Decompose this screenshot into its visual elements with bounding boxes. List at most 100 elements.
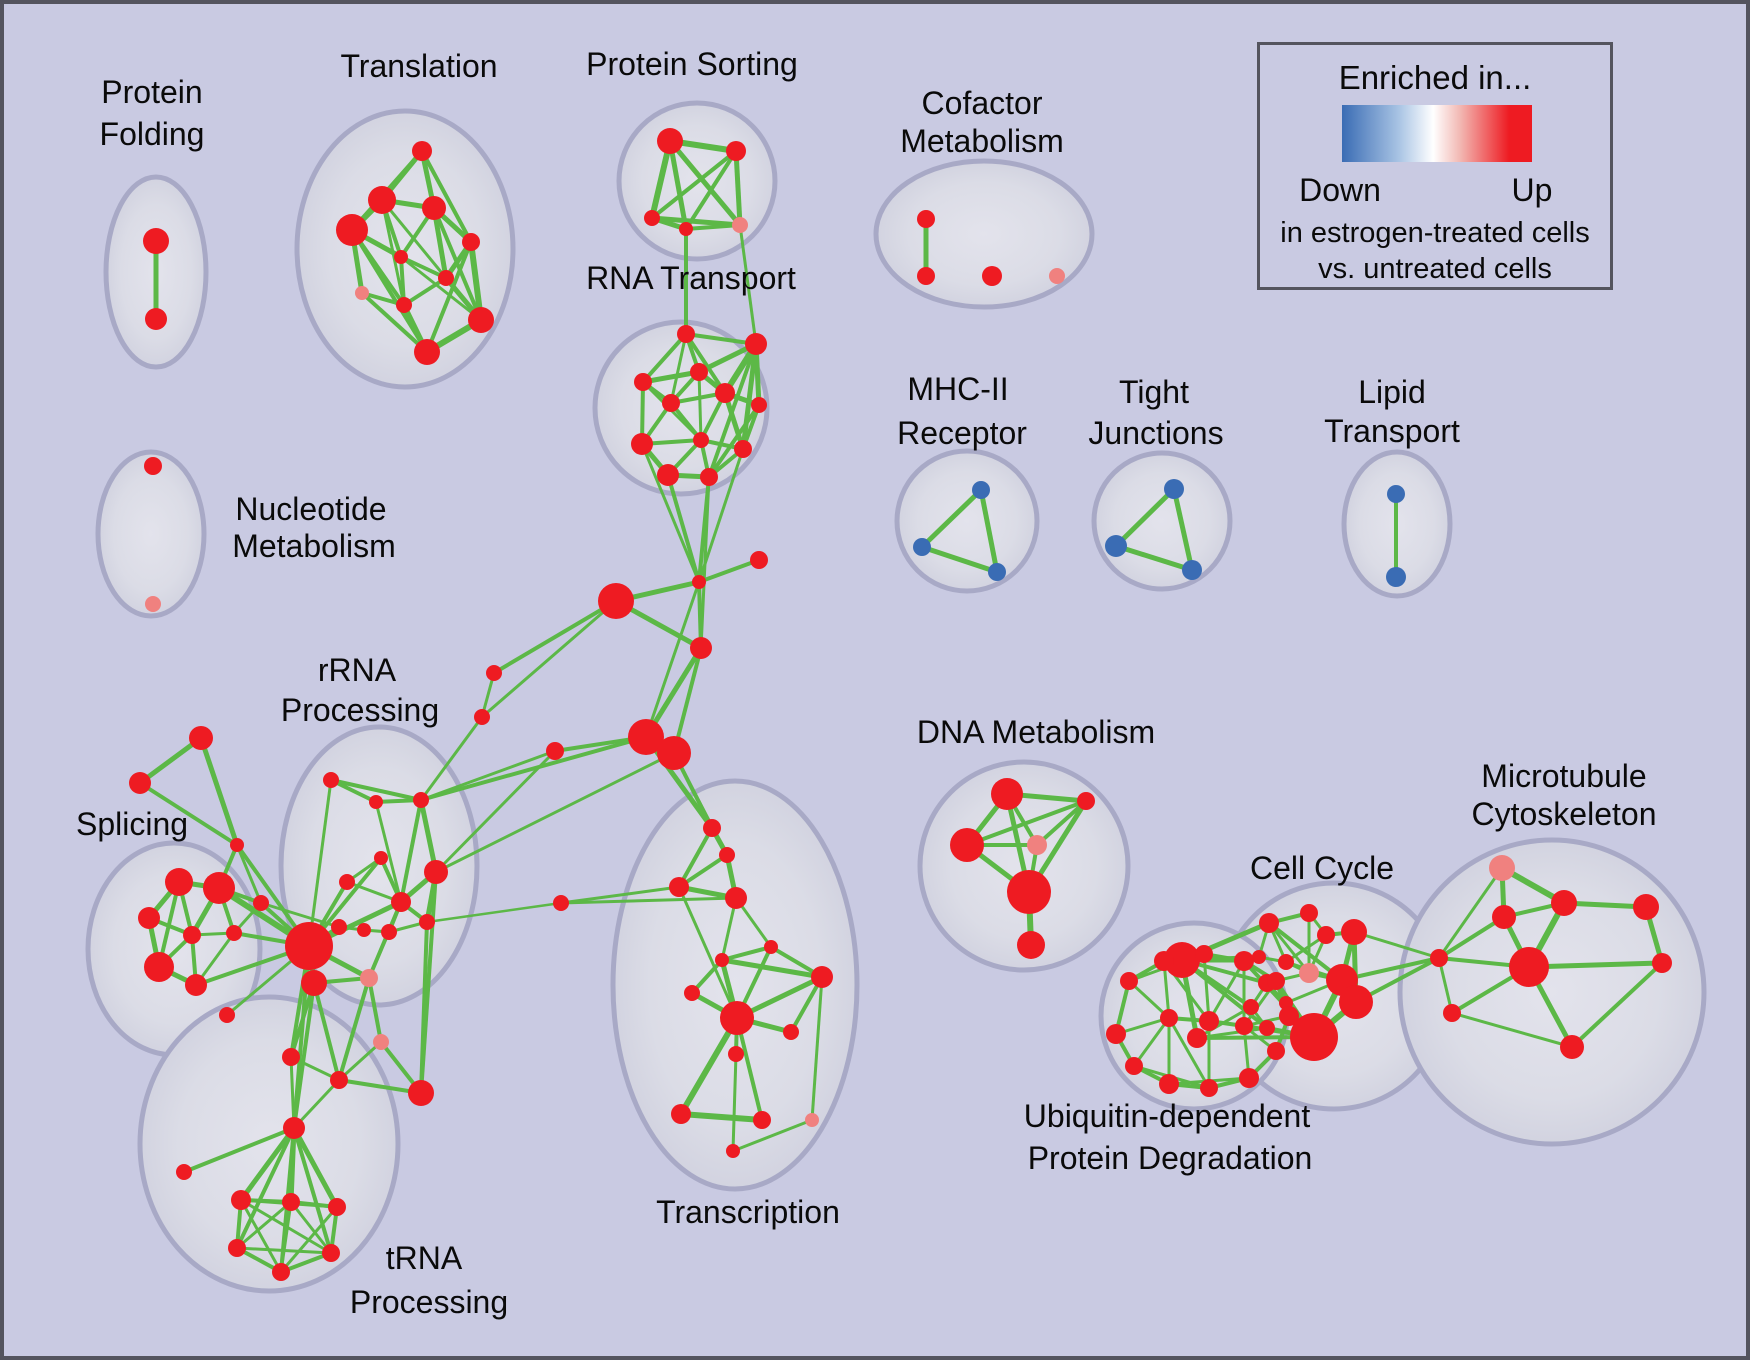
edge: [279, 1206, 339, 1273]
cluster-label-dna_metabolism: DNA Metabolism: [917, 714, 1155, 750]
edge: [289, 1201, 333, 1254]
edge: [707, 403, 761, 479]
node-red: [745, 333, 767, 355]
cluster-label-protein_folding: Folding: [100, 116, 205, 152]
node-red: [677, 325, 695, 343]
edge: [292, 1127, 333, 1254]
node-red: [917, 210, 935, 228]
node-red: [1267, 1042, 1285, 1060]
node-red: [982, 266, 1002, 286]
edge: [468, 241, 484, 321]
edge: [198, 737, 240, 846]
edge: [697, 371, 703, 441]
edge: [680, 1111, 763, 1123]
legend-subtitle-line2: vs. untreated cells: [1318, 253, 1552, 285]
cluster-label-trna_processing: Processing: [350, 1284, 508, 1320]
edge: [338, 1078, 422, 1095]
node-pink: [145, 596, 161, 612]
node-red: [991, 778, 1023, 810]
cluster-label-tight_junctions: Tight: [1119, 374, 1189, 410]
cluster-label-cofactor_metabolism: Cofactor: [922, 85, 1043, 121]
edge: [672, 647, 703, 754]
node-red: [412, 141, 432, 161]
node-red: [285, 922, 333, 970]
edge: [400, 255, 482, 322]
edge: [677, 827, 714, 888]
node-red: [391, 892, 411, 912]
cluster-label-tight_junctions: Junctions: [1088, 415, 1223, 451]
node-red: [1259, 913, 1279, 933]
node-red: [1106, 1024, 1126, 1044]
node-red: [598, 583, 634, 619]
edge: [236, 1200, 292, 1250]
edge: [641, 332, 688, 384]
edge: [732, 1118, 813, 1153]
node-red: [381, 924, 397, 940]
cluster-label-cofactor_metabolism: Metabolism: [900, 123, 1064, 159]
edge: [1437, 957, 1454, 1014]
node-red: [1017, 931, 1045, 959]
node-red: [408, 1080, 434, 1106]
node-red: [226, 925, 242, 941]
node-red: [144, 952, 174, 982]
node-red: [394, 250, 408, 264]
node-red: [692, 575, 706, 589]
edge: [966, 799, 1087, 847]
node-red: [129, 772, 151, 794]
edge: [684, 149, 738, 231]
edge: [677, 886, 739, 1019]
edge: [1353, 930, 1440, 960]
node-red: [1120, 972, 1138, 990]
edge: [312, 982, 341, 1081]
node-red: [323, 772, 339, 788]
node-red: [438, 270, 454, 286]
node-red: [272, 1263, 290, 1281]
legend-up-label: Up: [1511, 172, 1553, 208]
node-red: [750, 551, 768, 569]
cluster-ellipse-microtubule: [1397, 837, 1707, 1147]
cluster-label-lipid_transport: Lipid: [1358, 374, 1426, 410]
edge: [733, 150, 743, 226]
node-red: [283, 1117, 305, 1139]
edge: [1171, 488, 1195, 571]
edge: [400, 255, 447, 280]
node-red: [1259, 1020, 1275, 1036]
node-pink: [1489, 855, 1515, 881]
cluster-label-ubiquitin: Ubiquitin-dependent: [1024, 1098, 1311, 1134]
node-red: [1339, 985, 1373, 1019]
node-pink: [732, 217, 748, 233]
node-red: [751, 397, 767, 413]
edge: [337, 977, 371, 1081]
node-blue: [1386, 567, 1406, 587]
node-red: [336, 214, 368, 246]
legend-gradient-bar: [1342, 105, 1532, 162]
node-red: [282, 1193, 300, 1211]
edge: [481, 599, 617, 719]
node-blue: [1105, 535, 1127, 557]
node-red: [282, 1048, 300, 1066]
node-pink: [360, 969, 378, 987]
edge: [810, 976, 824, 1121]
nodes-layer: [129, 128, 1672, 1281]
edge: [699, 476, 711, 649]
node-red: [339, 874, 355, 890]
edge: [1437, 915, 1506, 960]
node-red: [693, 432, 709, 448]
node-red: [462, 233, 480, 251]
edge: [560, 885, 680, 905]
edge: [1528, 960, 1663, 970]
node-red: [1551, 890, 1577, 916]
node-red: [657, 464, 679, 486]
node-red: [413, 792, 429, 808]
cluster-label-microtubule: Microtubule: [1481, 758, 1646, 794]
edge: [492, 599, 618, 675]
node-red: [553, 895, 569, 911]
edge: [560, 896, 737, 905]
edge: [291, 1126, 340, 1209]
node-pink: [1299, 963, 1319, 983]
edge: [420, 749, 556, 802]
node-red: [690, 637, 712, 659]
node-blue: [1164, 479, 1184, 499]
node-red: [328, 1198, 346, 1216]
